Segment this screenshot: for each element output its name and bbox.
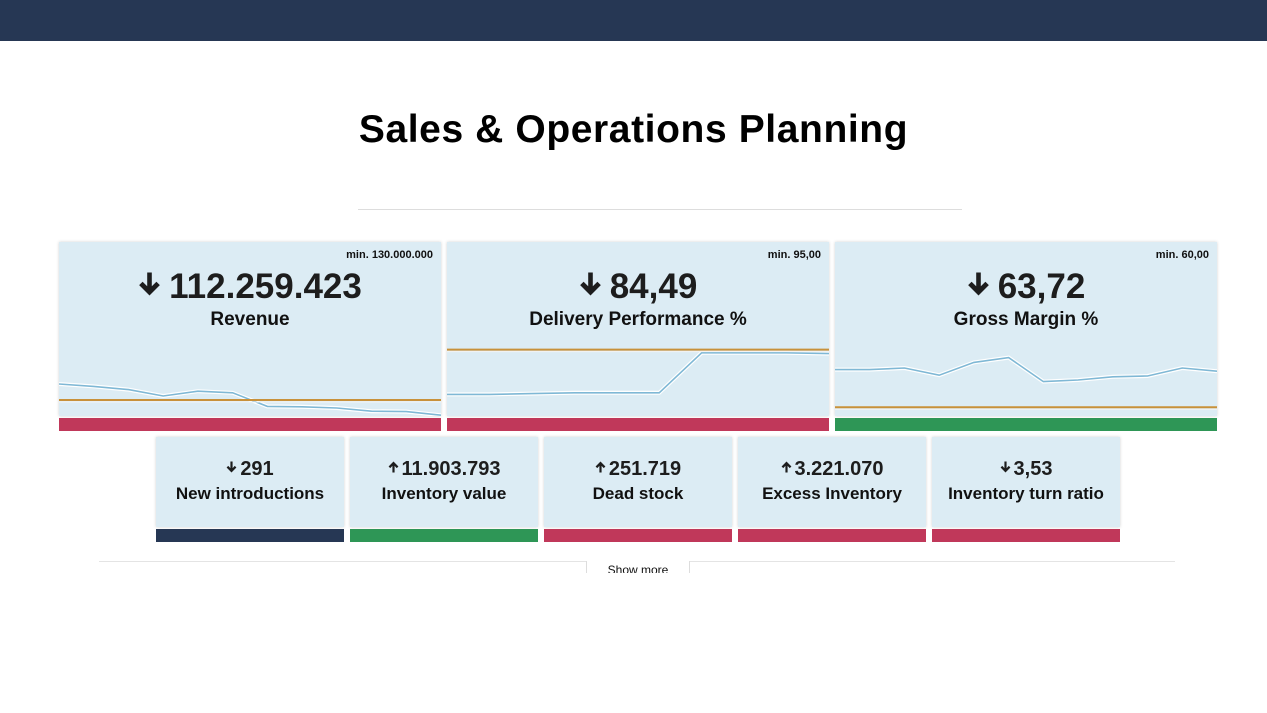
kpi-card-gross-margin[interactable]: min. 60,00 63,72 Gross Margin % [835, 242, 1217, 432]
kpi-value-row: 251.719 [544, 458, 732, 481]
kpi-value: 3,53 [1013, 458, 1053, 480]
arrow-up-icon [388, 456, 399, 479]
kpi-panel: 11.903.793 Inventory value [350, 437, 538, 527]
arrow-down-icon [967, 266, 990, 306]
arrow-down-icon [1000, 456, 1011, 479]
trend-line [835, 356, 1217, 383]
trend-chart [59, 382, 441, 416]
kpi-label: Inventory turn ratio [948, 484, 1104, 503]
kpi-value-row: 3,53 [932, 458, 1120, 481]
trend-chart [447, 348, 829, 397]
kpi-card-dead-stock[interactable]: 251.719 Dead stock [544, 437, 732, 543]
kpi-min-target: min. 130.000.000 [346, 249, 433, 261]
kpi-value: 63,72 [997, 267, 1086, 306]
kpi-value-row: 291 [156, 458, 344, 481]
kpi-label: Dead stock [592, 484, 684, 503]
kpi-label: Gross Margin % [953, 309, 1099, 330]
kpi-value-row: 63,72 [835, 267, 1217, 309]
kpi-card-new-introductions[interactable]: 291 New introductions [156, 437, 344, 543]
trend-chart [835, 355, 1217, 410]
kpi-status-bar [738, 529, 926, 542]
kpi-min-target: min. 60,00 [1155, 249, 1209, 261]
kpi-status-bar [835, 418, 1217, 431]
show-more-button[interactable]: Show more [586, 561, 690, 573]
page-title: Sales & Operations Planning [358, 108, 909, 151]
kpi-status-bar [156, 529, 344, 542]
kpi-min-target: min. 95,00 [767, 249, 821, 261]
arrow-up-icon [595, 456, 606, 479]
kpi-card-excess-inventory[interactable]: 3.221.070 Excess Inventory [738, 437, 926, 543]
kpi-value-row: 3.221.070 [738, 458, 926, 481]
kpi-value: 291 [240, 458, 274, 480]
kpi-value: 251.719 [608, 458, 682, 480]
trend-line [447, 352, 829, 396]
title-divider [358, 209, 962, 210]
kpi-label: Inventory value [381, 484, 507, 503]
kpi-panel: min. 95,00 84,49 Delivery Performance % [447, 242, 829, 416]
arrow-up-icon [781, 456, 792, 479]
kpi-panel: 291 New introductions [156, 437, 344, 527]
kpi-status-bar [932, 529, 1120, 542]
kpi-card-delivery-performance[interactable]: min. 95,00 84,49 Delivery Performance % [447, 242, 829, 432]
kpi-value-row: 11.903.793 [350, 458, 538, 481]
kpi-panel: min. 60,00 63,72 Gross Margin % [835, 242, 1217, 416]
kpi-label: Revenue [210, 309, 290, 330]
arrow-down-icon [226, 456, 237, 479]
kpi-status-bar [59, 418, 441, 431]
kpi-card-revenue[interactable]: min. 130.000.000 112.259.423 Revenue [59, 242, 441, 432]
kpi-status-bar [447, 418, 829, 431]
kpi-label: New introductions [175, 484, 325, 503]
kpi-value: 3.221.070 [794, 458, 884, 480]
kpi-label: Excess Inventory [762, 484, 902, 503]
kpi-value-row: 84,49 [447, 267, 829, 309]
top-header-bar [0, 0, 1267, 41]
arrow-down-icon [579, 266, 602, 306]
kpi-panel: 3.221.070 Excess Inventory [738, 437, 926, 527]
kpi-panel: 3,53 Inventory turn ratio [932, 437, 1120, 527]
kpi-label: Delivery Performance % [529, 309, 747, 330]
kpi-card-inventory-turn-ratio[interactable]: 3,53 Inventory turn ratio [932, 437, 1120, 543]
kpi-panel: min. 130.000.000 112.259.423 Revenue [59, 242, 441, 416]
kpi-value-row: 112.259.423 [59, 267, 441, 309]
kpi-value: 11.903.793 [401, 458, 501, 480]
kpi-value: 112.259.423 [169, 267, 362, 306]
kpi-status-bar [350, 529, 538, 542]
kpi-status-bar [544, 529, 732, 542]
arrow-down-icon [138, 266, 161, 306]
trend-line-halo [447, 350, 829, 397]
kpi-value: 84,49 [609, 267, 698, 306]
kpi-panel: 251.719 Dead stock [544, 437, 732, 527]
kpi-card-inventory-value[interactable]: 11.903.793 Inventory value [350, 437, 538, 543]
